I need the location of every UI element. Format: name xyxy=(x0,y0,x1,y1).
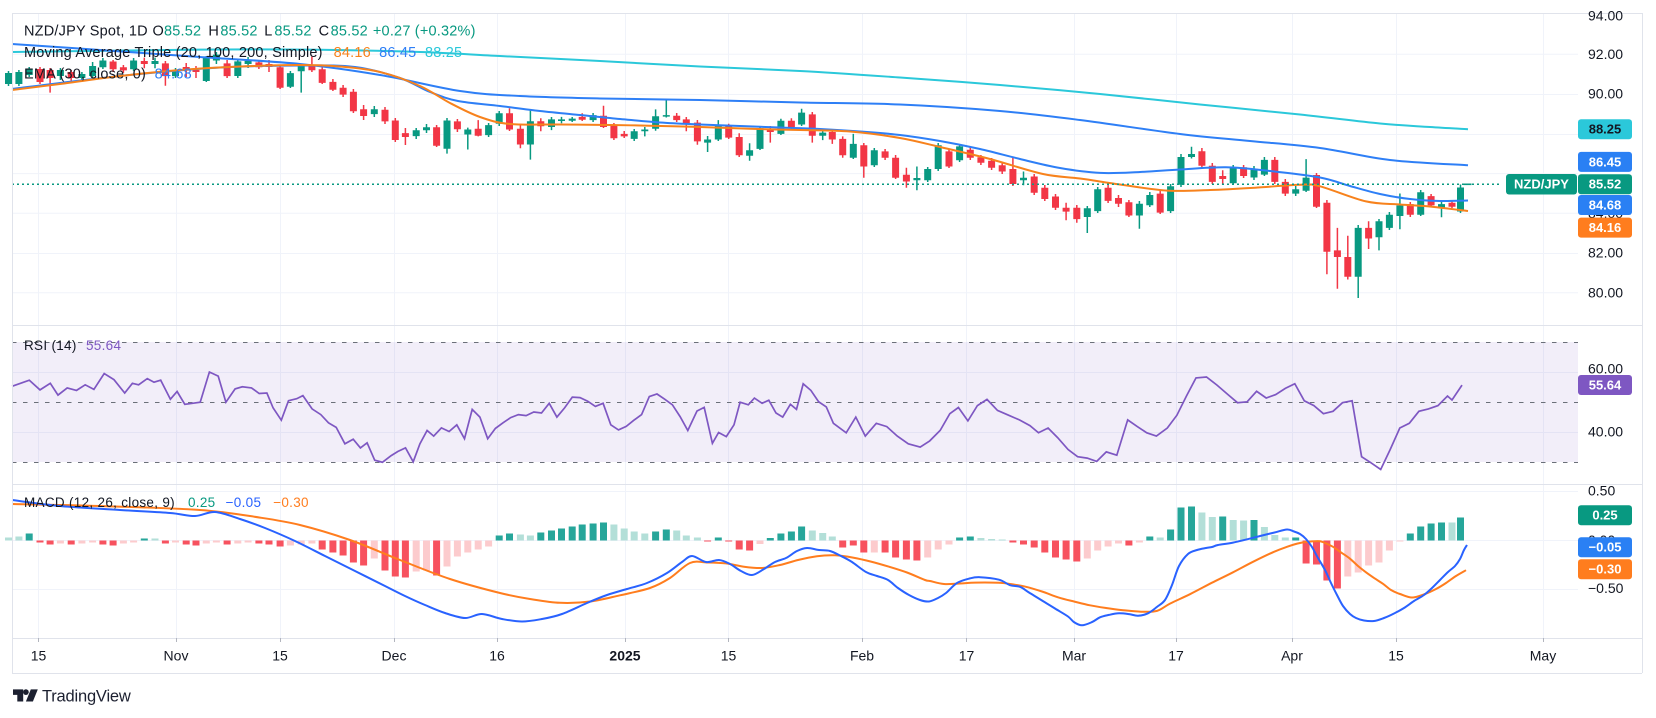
svg-text:15: 15 xyxy=(272,648,288,664)
svg-text:82.00: 82.00 xyxy=(1588,245,1623,261)
svg-text:Apr: Apr xyxy=(1281,648,1303,664)
svg-text:84.68: 84.68 xyxy=(155,66,192,82)
svg-text:84.16: 84.16 xyxy=(1589,220,1622,235)
svg-text:−0.05: −0.05 xyxy=(226,495,262,510)
svg-text:0.25: 0.25 xyxy=(1592,508,1617,523)
svg-text:15: 15 xyxy=(31,648,47,664)
svg-text:+0.27 (+0.32%): +0.27 (+0.32%) xyxy=(373,23,476,39)
svg-text:40.00: 40.00 xyxy=(1588,423,1623,439)
svg-text:−0.50: −0.50 xyxy=(1588,580,1624,596)
svg-text:−0.30: −0.30 xyxy=(1589,562,1622,577)
svg-text:84.16: 84.16 xyxy=(334,45,371,61)
svg-text:85.52: 85.52 xyxy=(220,23,257,39)
svg-text:L: L xyxy=(264,23,272,39)
svg-text:NZD/JPY: NZD/JPY xyxy=(1514,177,1569,192)
svg-text:16: 16 xyxy=(489,648,505,664)
svg-text:84.68: 84.68 xyxy=(1589,197,1622,212)
svg-text:Nov: Nov xyxy=(164,648,189,664)
svg-text:C: C xyxy=(319,23,330,39)
svg-text:86.45: 86.45 xyxy=(379,45,416,61)
svg-text:MACD (12, 26, close, 9): MACD (12, 26, close, 9) xyxy=(24,495,175,510)
svg-text:May: May xyxy=(1530,648,1556,664)
svg-text:RSI (14): RSI (14) xyxy=(24,338,77,353)
svg-text:85.52: 85.52 xyxy=(164,23,201,39)
svg-text:0.25: 0.25 xyxy=(188,495,215,510)
svg-text:90.00: 90.00 xyxy=(1588,86,1623,102)
svg-text:Moving Average Triple (20, 100: Moving Average Triple (20, 100, 200, Sim… xyxy=(24,45,323,61)
svg-text:17: 17 xyxy=(1168,648,1184,664)
svg-text:86.45: 86.45 xyxy=(1589,154,1622,169)
svg-text:55.64: 55.64 xyxy=(1589,377,1622,392)
svg-text:NZD/JPY Spot, 1D: NZD/JPY Spot, 1D xyxy=(24,23,148,39)
svg-text:88.25: 88.25 xyxy=(1589,122,1622,137)
svg-text:TradingView: TradingView xyxy=(42,687,131,705)
svg-text:88.25: 88.25 xyxy=(425,45,462,61)
svg-text:0.50: 0.50 xyxy=(1588,483,1615,499)
svg-text:55.64: 55.64 xyxy=(86,338,121,353)
svg-text:H: H xyxy=(208,23,219,39)
svg-text:92.00: 92.00 xyxy=(1588,46,1623,62)
svg-text:85.52: 85.52 xyxy=(1589,177,1622,192)
svg-text:Feb: Feb xyxy=(850,648,874,664)
svg-text:85.52: 85.52 xyxy=(274,23,311,39)
svg-text:15: 15 xyxy=(721,648,737,664)
svg-text:Dec: Dec xyxy=(382,648,407,664)
svg-text:2025: 2025 xyxy=(609,648,640,664)
svg-text:17: 17 xyxy=(959,648,975,664)
svg-text:Mar: Mar xyxy=(1062,648,1086,664)
svg-text:−0.05: −0.05 xyxy=(1589,540,1622,555)
svg-text:60.00: 60.00 xyxy=(1588,361,1623,377)
svg-text:15: 15 xyxy=(1388,648,1404,664)
svg-text:85.52: 85.52 xyxy=(331,23,368,39)
svg-text:EMA (30, close, 0): EMA (30, close, 0) xyxy=(24,66,146,82)
svg-text:O: O xyxy=(153,23,164,39)
svg-text:94.00: 94.00 xyxy=(1588,8,1623,24)
svg-text:−0.30: −0.30 xyxy=(273,495,309,510)
svg-text:80.00: 80.00 xyxy=(1588,284,1623,300)
